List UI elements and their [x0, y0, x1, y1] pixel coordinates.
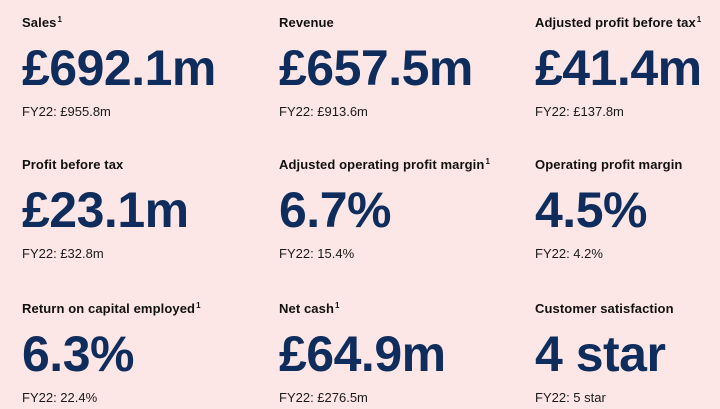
kpi-value: 4.5%	[535, 182, 647, 238]
kpi-prior-year: FY22: 15.4%	[279, 246, 355, 261]
kpi-value: £41.4m	[535, 40, 702, 96]
kpi-prior-year: FY22: £955.8m	[22, 104, 111, 119]
kpi-value: 6.3%	[22, 326, 134, 382]
kpi-prior-year: FY22: £276.5m	[279, 390, 368, 405]
kpi-label: Operating profit margin	[535, 157, 683, 172]
kpi-value: £692.1m	[22, 40, 216, 96]
kpi-return-on-capital-employed: Return on capital employed1 6.3% FY22: 2…	[22, 298, 201, 406]
kpi-label: Adjusted profit before tax1	[535, 15, 702, 30]
kpi-label: Customer satisfaction	[535, 301, 674, 316]
kpi-prior-year: FY22: £913.6m	[279, 104, 368, 119]
kpi-value: £23.1m	[22, 182, 189, 238]
kpi-label: Return on capital employed1	[22, 301, 201, 316]
kpi-prior-year: FY22: 22.4%	[22, 390, 98, 405]
kpi-label: Profit before tax	[22, 157, 124, 172]
kpi-adjusted-profit-before-tax: Adjusted profit before tax1 £41.4m FY22:…	[535, 12, 702, 120]
kpi-net-cash: Net cash1 £64.9m FY22: £276.5m	[279, 298, 446, 406]
kpi-value: 4 star	[535, 326, 666, 382]
kpi-prior-year: FY22: 4.2%	[535, 246, 603, 261]
kpi-value: £657.5m	[279, 40, 473, 96]
kpi-operating-profit-margin: Operating profit margin 4.5% FY22: 4.2%	[535, 154, 683, 262]
kpi-prior-year: FY22: £32.8m	[22, 246, 104, 261]
kpi-label: Revenue	[279, 15, 334, 30]
kpi-prior-year: FY22: £137.8m	[535, 104, 624, 119]
kpi-customer-satisfaction: Customer satisfaction 4 star FY22: 5 sta…	[535, 298, 675, 406]
kpi-label: Net cash1	[279, 301, 340, 316]
kpi-label: Adjusted operating profit margin1	[279, 157, 490, 172]
kpi-revenue: Revenue £657.5m FY22: £913.6m	[279, 12, 473, 120]
kpi-sales: Sales1 £692.1m FY22: £955.8m	[22, 12, 216, 120]
kpi-profit-before-tax: Profit before tax £23.1m FY22: £32.8m	[22, 154, 189, 262]
kpi-adjusted-operating-profit-margin: Adjusted operating profit margin1 6.7% F…	[279, 154, 490, 262]
kpi-value: 6.7%	[279, 182, 391, 238]
kpi-value: £64.9m	[279, 326, 446, 382]
kpi-prior-year: FY22: 5 star	[535, 390, 606, 405]
kpi-label: Sales1	[22, 15, 63, 30]
